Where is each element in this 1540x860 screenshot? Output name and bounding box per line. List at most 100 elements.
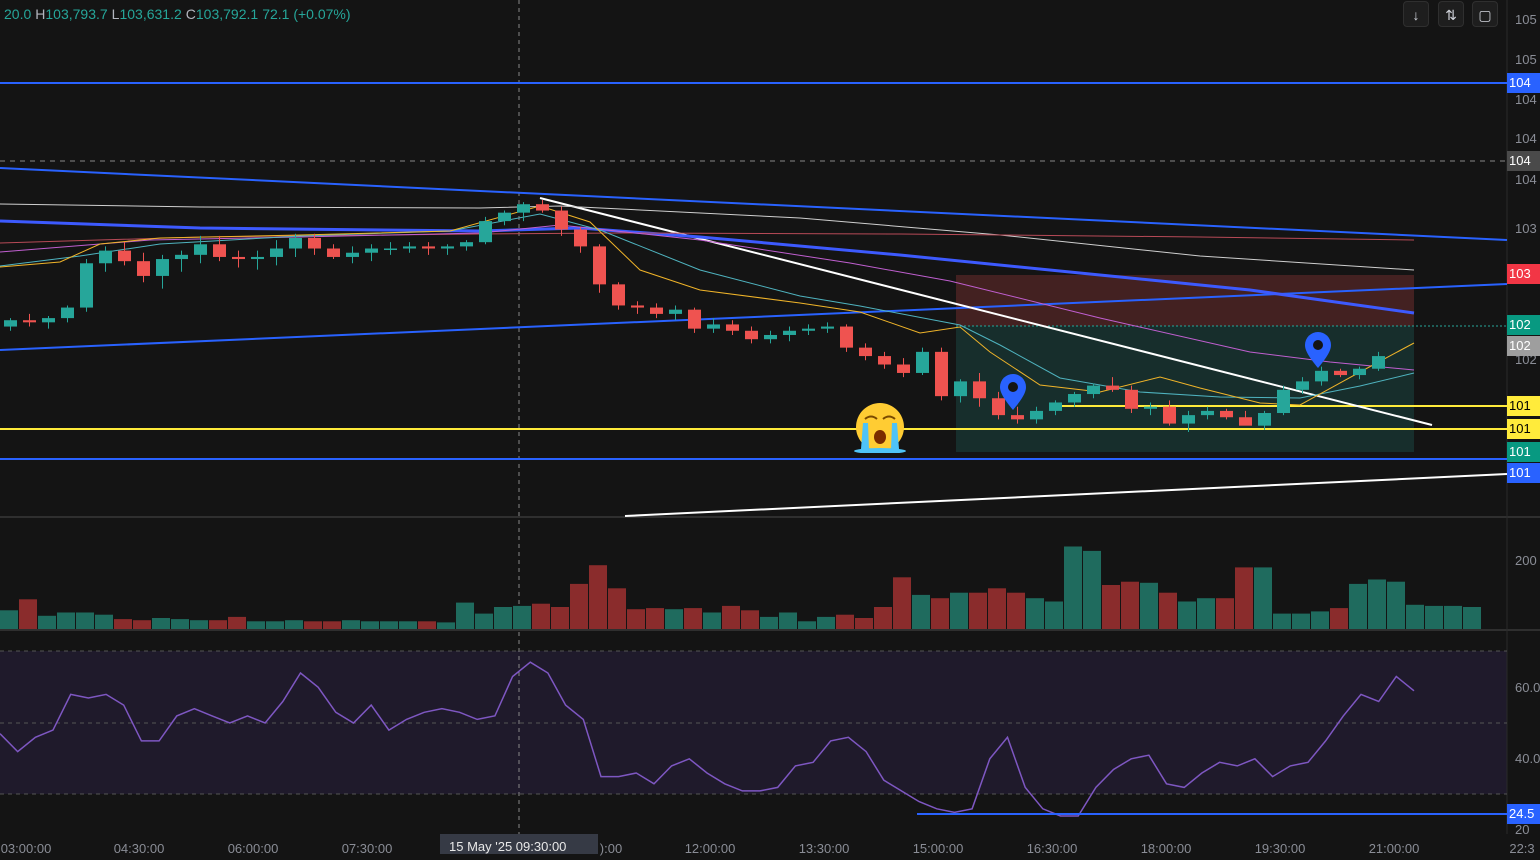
volume-bar[interactable] xyxy=(589,565,607,629)
volume-bar[interactable] xyxy=(741,610,759,629)
candle-down[interactable] xyxy=(232,256,245,260)
volume-bar[interactable] xyxy=(570,583,588,629)
candle-up[interactable] xyxy=(1258,413,1271,426)
volume-bar[interactable] xyxy=(19,599,37,629)
volume-bar[interactable] xyxy=(912,594,930,629)
volume-bar[interactable] xyxy=(1425,605,1443,629)
candle-down[interactable] xyxy=(1011,415,1024,420)
candle-down[interactable] xyxy=(878,356,891,365)
volume-bar[interactable] xyxy=(1140,582,1158,629)
volume-bar[interactable] xyxy=(209,620,227,629)
volume-bar[interactable] xyxy=(1064,546,1082,630)
volume-bar[interactable] xyxy=(228,616,246,629)
volume-bar[interactable] xyxy=(817,616,835,629)
volume-bar[interactable] xyxy=(1463,607,1481,629)
volume-bar[interactable] xyxy=(437,622,455,629)
volume-bar[interactable] xyxy=(1026,598,1044,629)
candle-down[interactable] xyxy=(1125,389,1138,409)
candle-up[interactable] xyxy=(1353,368,1366,376)
volume-bar[interactable] xyxy=(152,618,170,629)
volume-bar[interactable] xyxy=(760,616,778,629)
volume-bar[interactable] xyxy=(133,620,151,629)
volume-bar[interactable] xyxy=(551,607,569,629)
volume-bar[interactable] xyxy=(1387,581,1405,629)
candle-down[interactable] xyxy=(137,261,150,276)
location-pin-icon[interactable] xyxy=(1000,374,1026,410)
volume-bar[interactable] xyxy=(646,608,664,629)
volume-bar[interactable] xyxy=(456,602,474,629)
volume-bar[interactable] xyxy=(247,621,265,629)
candle-up[interactable] xyxy=(1315,370,1328,382)
fullscreen-icon[interactable]: ▢ xyxy=(1472,1,1498,27)
candle-up[interactable] xyxy=(289,237,302,249)
candle-up[interactable] xyxy=(1277,389,1290,414)
candle-up[interactable] xyxy=(175,254,188,260)
volume-bar[interactable] xyxy=(1444,605,1462,629)
candle-up[interactable] xyxy=(61,307,74,319)
volume-bar[interactable] xyxy=(475,613,493,629)
volume-bar[interactable] xyxy=(874,607,892,629)
candle-up[interactable] xyxy=(669,309,682,314)
candle-up[interactable] xyxy=(479,221,492,243)
candle-down[interactable] xyxy=(1163,406,1176,424)
candle-up[interactable] xyxy=(156,259,169,276)
candle-up[interactable] xyxy=(403,246,416,249)
channel-upper-line[interactable] xyxy=(0,167,1508,241)
candle-up[interactable] xyxy=(365,248,378,253)
crying-emoji-icon[interactable] xyxy=(853,401,907,453)
volume-bar[interactable] xyxy=(171,619,189,629)
volume-bar[interactable] xyxy=(1330,608,1348,629)
channel-lower-line[interactable] xyxy=(0,283,1508,351)
volume-bar[interactable] xyxy=(665,609,683,629)
volume-bar[interactable] xyxy=(1273,613,1291,629)
candle-down[interactable] xyxy=(840,326,853,348)
volume-bar[interactable] xyxy=(798,621,816,629)
candle-down[interactable] xyxy=(555,210,568,230)
location-pin-icon[interactable] xyxy=(1305,332,1331,368)
volume-bar[interactable] xyxy=(323,621,341,629)
volume-bar[interactable] xyxy=(1121,581,1139,629)
volume-bar[interactable] xyxy=(38,615,56,629)
candle-down[interactable] xyxy=(973,381,986,399)
candle-down[interactable] xyxy=(631,305,644,308)
candle-up[interactable] xyxy=(1201,410,1214,416)
volume-bar[interactable] xyxy=(608,588,626,629)
candle-down[interactable] xyxy=(897,364,910,373)
volume-bar[interactable] xyxy=(855,618,873,629)
volume-bar[interactable] xyxy=(779,612,797,630)
volume-bar[interactable] xyxy=(969,592,987,629)
volume-bar[interactable] xyxy=(95,614,113,629)
volume-bar[interactable] xyxy=(1311,611,1329,629)
candle-up[interactable] xyxy=(1144,406,1157,409)
volume-bar[interactable] xyxy=(988,588,1006,629)
volume-bar[interactable] xyxy=(76,612,94,630)
volume-bar[interactable] xyxy=(380,621,398,629)
volume-bar[interactable] xyxy=(950,592,968,629)
candle-up[interactable] xyxy=(764,334,777,340)
candle-down[interactable] xyxy=(536,204,549,211)
volume-bar[interactable] xyxy=(1349,583,1367,629)
candle-down[interactable] xyxy=(612,284,625,306)
volume-bar[interactable] xyxy=(722,605,740,629)
candle-up[interactable] xyxy=(99,250,112,264)
ascending-support-line[interactable] xyxy=(624,473,1508,517)
volume-bar[interactable] xyxy=(703,612,721,630)
volume-bar[interactable] xyxy=(931,598,949,629)
arrow-down-icon[interactable]: ↓ xyxy=(1403,1,1429,27)
volume-bar[interactable] xyxy=(684,608,702,629)
volume-bar[interactable] xyxy=(1235,567,1253,629)
volume-bar[interactable] xyxy=(418,621,436,629)
candle-up[interactable] xyxy=(707,324,720,329)
volume-bar[interactable] xyxy=(836,614,854,629)
candle-up[interactable] xyxy=(460,242,473,247)
candle-down[interactable] xyxy=(688,309,701,329)
volume-bar[interactable] xyxy=(190,620,208,629)
volume-bar[interactable] xyxy=(361,621,379,629)
candle-up[interactable] xyxy=(802,328,815,331)
candle-up[interactable] xyxy=(251,256,264,260)
candle-up[interactable] xyxy=(916,351,929,373)
volume-bar[interactable] xyxy=(1216,598,1234,629)
candle-down[interactable] xyxy=(859,347,872,357)
volume-bar[interactable] xyxy=(0,610,18,629)
candle-up[interactable] xyxy=(1182,415,1195,424)
